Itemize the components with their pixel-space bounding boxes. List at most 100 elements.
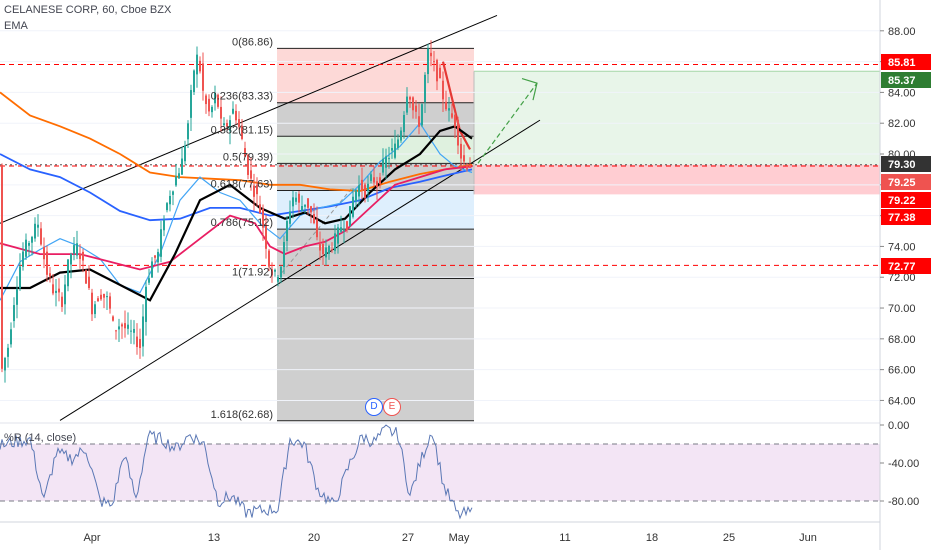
price-tick-label: 70.00 [888, 303, 916, 315]
time-tick-label: 27 [402, 532, 414, 544]
candle-body [259, 204, 261, 214]
fib-zone [277, 229, 474, 279]
candle-body [436, 60, 438, 82]
candle-body [301, 205, 303, 211]
candle-body [250, 170, 252, 179]
channel-lower-line [59, 119, 541, 421]
candle-body [274, 269, 276, 272]
wr-tick-label: -80.00 [888, 496, 919, 508]
candle-body [226, 122, 228, 127]
candle-body [418, 116, 420, 127]
candle-body [343, 230, 345, 232]
ema-legend: EMA [4, 20, 28, 32]
candle-body [289, 211, 291, 224]
candle-body [118, 326, 120, 330]
price-label-tag [881, 192, 931, 208]
price-axis: 88.0086.0084.0082.0080.0078.0076.0074.00… [879, 0, 932, 550]
ema-line-orange [0, 91, 473, 192]
price-tick-label: 64.00 [888, 395, 916, 407]
candle-body [115, 330, 117, 332]
price-tick-label: 82.00 [888, 118, 916, 130]
candle-body [154, 255, 156, 258]
wr-tick-label: -40.00 [888, 458, 919, 470]
candle-body [85, 270, 87, 284]
candle-body [4, 357, 6, 371]
price-label-text: 85.81 [888, 57, 916, 69]
candle-body [298, 193, 300, 203]
candle-body [280, 266, 282, 278]
price-label-tag [881, 258, 931, 274]
candle-body [394, 143, 396, 158]
time-tick-label: 11 [559, 532, 570, 544]
candle-body [22, 251, 24, 267]
candle-body [310, 206, 312, 213]
candle-body [460, 143, 462, 159]
price-tick-label: 84.00 [888, 87, 916, 99]
candle-body [16, 289, 18, 305]
candle-body [430, 52, 432, 57]
candle-body [7, 347, 9, 357]
price-tick-label: 88.00 [888, 26, 916, 38]
candle-body [307, 198, 309, 208]
candle-body [88, 276, 90, 289]
candle-body [409, 97, 411, 100]
candle-body [382, 158, 384, 173]
grid-layer [0, 30, 880, 401]
candle-body [91, 292, 93, 315]
candle-body [232, 108, 234, 114]
candle-body [463, 155, 465, 162]
candle-body [49, 273, 51, 277]
candle-body [349, 206, 351, 227]
candle-body [133, 328, 135, 333]
candle-body [340, 227, 342, 232]
price-label-text: 77.38 [888, 212, 916, 224]
candle-body [136, 336, 138, 348]
price-label-text: 85.37 [888, 75, 916, 87]
time-tick-label: Apr [83, 532, 100, 544]
price-label-text: 79.25 [888, 177, 916, 189]
candle-body [40, 228, 42, 245]
candle-body [31, 236, 33, 243]
candle-body [244, 148, 246, 157]
time-tick-label: 18 [646, 532, 658, 544]
fib-zone [277, 102, 474, 137]
candle-body [253, 185, 255, 197]
candle-body [34, 223, 36, 239]
candle-body [187, 123, 189, 140]
candle-body [256, 185, 258, 195]
price-tick-label: 74.00 [888, 241, 916, 253]
candle-body [421, 104, 423, 126]
candle-body [82, 251, 84, 261]
candle-body [193, 70, 195, 93]
candle-body [466, 164, 468, 170]
candle-body [52, 284, 54, 294]
candle-body [427, 48, 429, 75]
price-label-text: 79.30 [888, 159, 916, 171]
ema-line-red [0, 165, 473, 271]
candle-body [238, 119, 240, 127]
wr-legend: %R (14, close) [4, 432, 77, 444]
candle-body [247, 154, 249, 175]
candle-body [313, 214, 315, 224]
earnings-button[interactable]: E [383, 398, 401, 416]
candle-body [199, 60, 201, 72]
time-tick-label: Jun [799, 532, 817, 544]
candle-body [79, 253, 81, 259]
candle-body [334, 233, 336, 251]
candle-body [151, 261, 153, 278]
fib-level-label: 0.236(83.33) [211, 91, 273, 103]
candle-body [442, 80, 444, 100]
candle-body [433, 61, 435, 63]
candle-body [97, 298, 99, 302]
fib-labels-layer: 0(86.86) 0.236(83.33) 0.382(81.15) 0.5(79.3… [211, 36, 273, 420]
price-label-tag [881, 174, 931, 190]
candle-body [397, 139, 399, 149]
candle-body [424, 74, 426, 103]
candle-body [346, 221, 348, 231]
price-label-tag [881, 156, 931, 172]
candle-body [214, 92, 216, 104]
candle-body [163, 220, 165, 231]
dividends-button[interactable]: D [365, 398, 383, 416]
candle-body [277, 277, 279, 282]
